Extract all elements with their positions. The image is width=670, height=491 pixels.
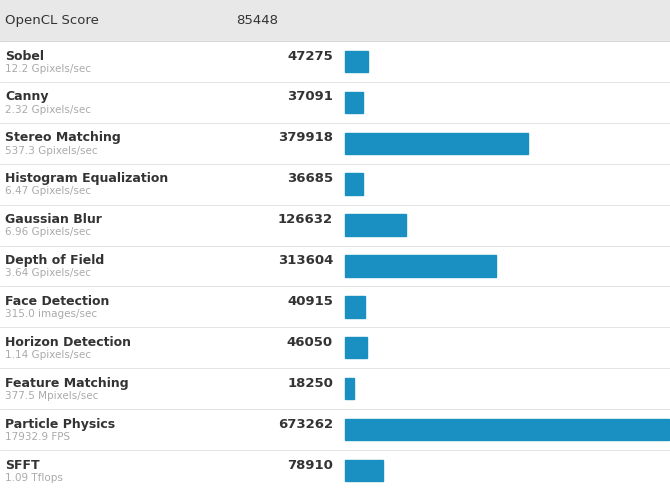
Bar	[345, 337, 367, 358]
Text: 315.0 images/sec: 315.0 images/sec	[5, 309, 98, 319]
Text: 126632: 126632	[278, 213, 333, 226]
Text: 6.47 Gpixels/sec: 6.47 Gpixels/sec	[5, 187, 91, 196]
Text: 47275: 47275	[287, 50, 333, 62]
Bar	[345, 419, 669, 440]
Text: 17932.9 FPS: 17932.9 FPS	[5, 432, 70, 442]
Bar	[345, 255, 496, 276]
Bar	[345, 296, 364, 318]
Text: 379918: 379918	[278, 132, 333, 144]
Text: 6.96 Gpixels/sec: 6.96 Gpixels/sec	[5, 227, 91, 238]
Text: Horizon Detection: Horizon Detection	[5, 336, 131, 349]
Bar	[345, 92, 363, 113]
Text: Canny: Canny	[5, 90, 49, 104]
Text: 673262: 673262	[278, 418, 333, 431]
Text: Histogram Equalization: Histogram Equalization	[5, 172, 169, 185]
Text: 18250: 18250	[287, 377, 333, 390]
Text: Gaussian Blur: Gaussian Blur	[5, 213, 103, 226]
Text: 78910: 78910	[287, 459, 333, 472]
Text: Face Detection: Face Detection	[5, 295, 110, 308]
Bar	[345, 133, 528, 154]
Text: Sobel: Sobel	[5, 50, 44, 62]
Text: 537.3 Gpixels/sec: 537.3 Gpixels/sec	[5, 145, 98, 156]
Text: 377.5 Mpixels/sec: 377.5 Mpixels/sec	[5, 391, 98, 401]
Text: 46050: 46050	[287, 336, 333, 349]
Text: Particle Physics: Particle Physics	[5, 418, 115, 431]
Text: 3.64 Gpixels/sec: 3.64 Gpixels/sec	[5, 268, 91, 278]
Text: 85448: 85448	[236, 14, 278, 27]
Text: Feature Matching: Feature Matching	[5, 377, 129, 390]
Bar	[345, 378, 354, 399]
Bar	[345, 460, 383, 481]
Text: 37091: 37091	[287, 90, 333, 104]
Bar	[345, 173, 362, 195]
Text: 1.14 Gpixels/sec: 1.14 Gpixels/sec	[5, 350, 91, 360]
Text: 40915: 40915	[287, 295, 333, 308]
Text: Stereo Matching: Stereo Matching	[5, 132, 121, 144]
Bar	[345, 51, 368, 72]
Text: 2.32 Gpixels/sec: 2.32 Gpixels/sec	[5, 105, 91, 115]
Text: 12.2 Gpixels/sec: 12.2 Gpixels/sec	[5, 64, 91, 74]
Text: 313604: 313604	[277, 254, 333, 267]
Text: SFFT: SFFT	[5, 459, 40, 472]
Bar	[345, 215, 406, 236]
Text: 1.09 Tflops: 1.09 Tflops	[5, 473, 63, 483]
Text: 36685: 36685	[287, 172, 333, 185]
Text: OpenCL Score: OpenCL Score	[5, 14, 99, 27]
Text: Depth of Field: Depth of Field	[5, 254, 105, 267]
